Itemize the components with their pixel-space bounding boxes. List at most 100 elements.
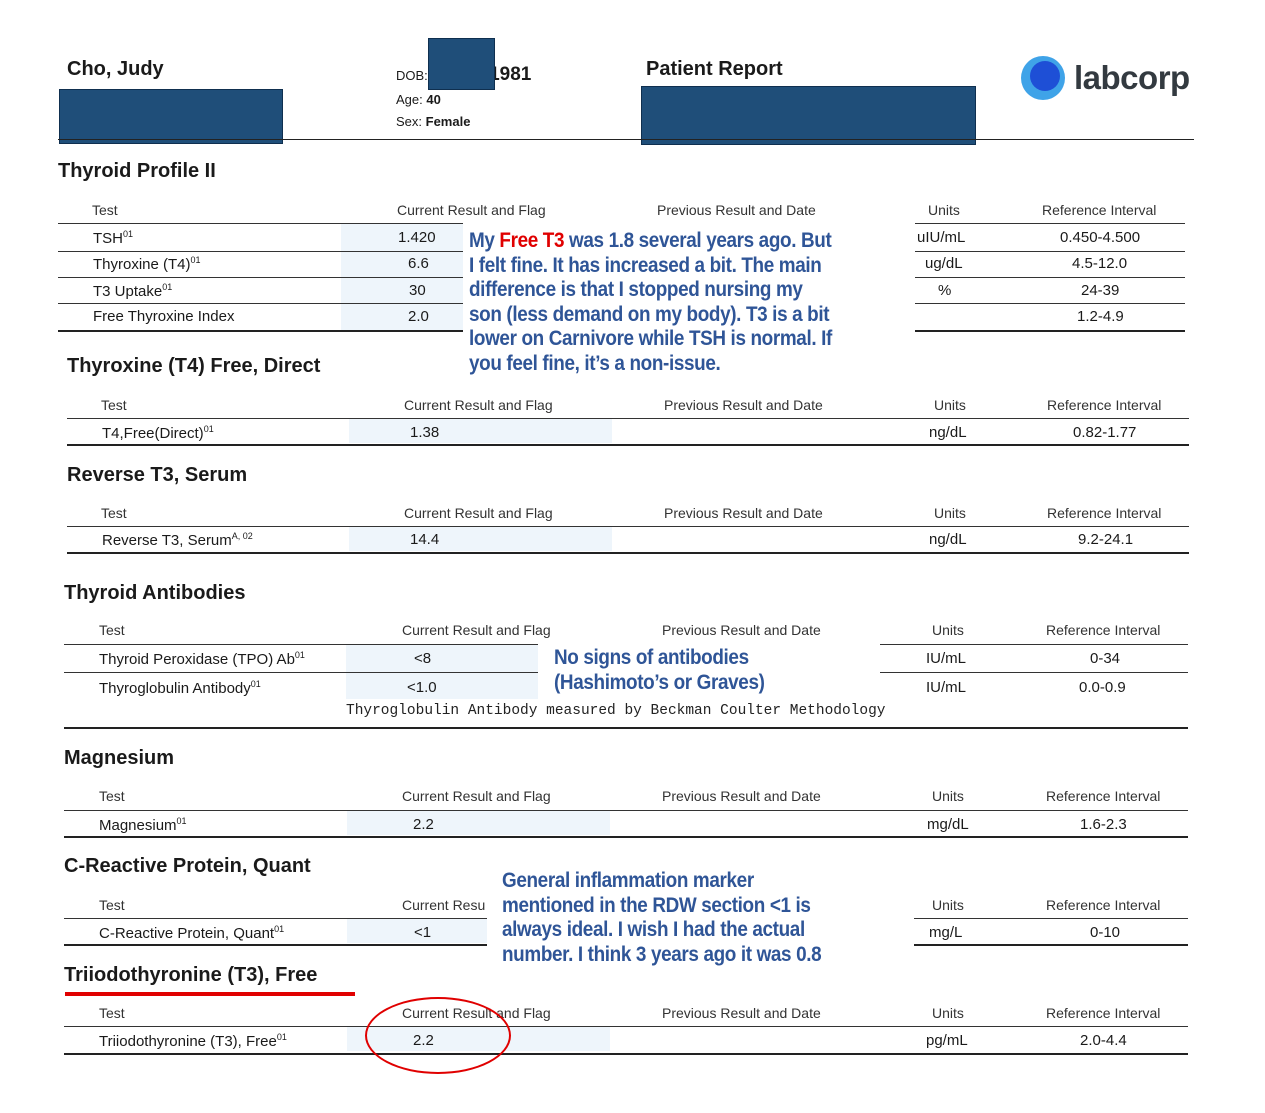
col-header-units: Units <box>932 788 964 804</box>
result-cell-bg <box>347 811 610 835</box>
report-title: Patient Report <box>646 58 783 80</box>
col-header-units: Units <box>932 622 964 638</box>
table-rule <box>58 223 463 224</box>
col-header-current: Current Result and Flag <box>404 397 553 413</box>
col-header-units: Units <box>934 397 966 413</box>
annotation-line: My Free T3 was 1.8 several years ago. Bu… <box>469 229 901 254</box>
footnote-ref: A, 02 <box>231 531 253 541</box>
units-value: IU/mL <box>926 679 967 696</box>
col-header-test: Test <box>99 897 125 913</box>
table-rule <box>880 672 1188 673</box>
table-rule <box>58 251 463 252</box>
table-rule <box>64 1053 1188 1055</box>
table-rule <box>67 552 1189 554</box>
col-header-reference: Reference Interval <box>1046 1005 1161 1021</box>
table-rule <box>64 918 487 919</box>
test-name: C-Reactive Protein, Quant <box>99 925 275 942</box>
test-name: Free Thyroxine Index <box>93 308 235 325</box>
table-rule <box>915 330 1185 332</box>
col-header-test: Test <box>101 397 127 413</box>
dob-year: /1981 <box>483 64 532 85</box>
annotation-line: mentioned in the RDW section <1 is <box>502 893 811 917</box>
test-name: T4,Free(Direct) <box>102 425 204 442</box>
col-header-reference: Reference Interval <box>1042 202 1157 218</box>
table-rule <box>67 418 1189 419</box>
units-value: ug/dL <box>925 255 963 272</box>
reference-value: 24-39 <box>1081 282 1120 299</box>
col-header-test: Test <box>99 788 125 804</box>
sex-value: Female <box>425 114 471 129</box>
annotation-line: difference is that I stopped nursing my <box>469 278 803 301</box>
section-title-t4-free: Thyroxine (T4) Free, Direct <box>67 355 321 377</box>
col-header-reference: Reference Interval <box>1046 788 1161 804</box>
col-header-previous: Previous Result and Date <box>662 1005 821 1021</box>
units-value: mg/L <box>929 924 963 941</box>
annotation-line: lower on Carnivore while TSH is normal. … <box>469 327 832 350</box>
table-row-t3-free: Triiodothyronine (T3), Free01 <box>99 1032 287 1050</box>
section-title-reverse-t3: Reverse T3, Serum <box>67 464 248 486</box>
col-header-units: Units <box>932 897 964 913</box>
col-header-previous: Previous Result and Date <box>664 505 823 521</box>
table-row-t4-free: T4,Free(Direct)01 <box>102 424 214 442</box>
test-name: Magnesium <box>99 817 177 834</box>
result-value: <1 <box>414 924 432 941</box>
table-rule <box>67 526 1189 527</box>
result-value: 1.420 <box>398 229 436 246</box>
table-row-thyroxine: Thyroxine (T4)01 <box>93 255 201 273</box>
units-value: ng/dL <box>929 424 967 441</box>
col-header-reference: Reference Interval <box>1047 397 1162 413</box>
col-header-units: Units <box>928 202 960 218</box>
patient-name: Cho, Judy <box>67 58 164 80</box>
table-row-thyroglobulin: Thyroglobulin Antibody01 <box>99 679 261 697</box>
units-value: pg/mL <box>926 1032 968 1049</box>
table-rule <box>914 944 1188 946</box>
test-name: TSH <box>93 230 123 247</box>
annotation-free-t3-note: My Free T3 was 1.8 several years ago. Bu… <box>469 229 901 376</box>
test-name: T3 Uptake <box>93 283 163 300</box>
col-header-reference: Reference Interval <box>1046 622 1161 638</box>
footnote-ref: 01 <box>203 424 214 434</box>
annotation-antibody-note: No signs of antibodies (Hashimoto’s or G… <box>554 646 824 695</box>
logo-text: labcorp <box>1074 59 1190 96</box>
section-title-antibodies: Thyroid Antibodies <box>64 582 246 604</box>
annotation-line: son (less demand on my body). T3 is a bi… <box>469 302 830 326</box>
footnote-ref: 01 <box>123 229 134 239</box>
result-value: <1.0 <box>407 679 437 696</box>
result-value: 14.4 <box>410 531 440 548</box>
result-cell-bg <box>349 419 612 443</box>
labcorp-logo-icon <box>1021 56 1065 100</box>
table-rule <box>64 1026 1188 1027</box>
col-header-current: Current Result and Flag <box>404 505 553 521</box>
result-value: 2.2 <box>413 816 434 833</box>
table-rule <box>64 944 487 946</box>
col-header-test: Test <box>92 202 118 218</box>
table-rule <box>64 836 1188 838</box>
units-value: mg/dL <box>927 816 969 833</box>
col-header-previous: Previous Result and Date <box>662 788 821 804</box>
annotation-prefix: My <box>469 229 495 252</box>
col-header-previous: Previous Result and Date <box>657 202 816 218</box>
units-value: uIU/mL <box>917 229 966 246</box>
units-value: ng/dL <box>929 531 967 548</box>
reference-value: 9.2-24.1 <box>1078 531 1134 548</box>
table-rule <box>915 223 1185 224</box>
table-row-free-thyroxine-index: Free Thyroxine Index <box>93 308 234 325</box>
table-rule <box>58 277 463 278</box>
annotation-line: always ideal. I wish I had the actual <box>502 918 805 941</box>
result-value: 30 <box>409 282 426 299</box>
annotation-line: you feel fine, it’s a non-issue. <box>469 351 721 375</box>
red-circle-mark <box>365 997 511 1074</box>
redaction-block-address <box>59 89 283 144</box>
method-note: Thyroglobulin Antibody measured by Beckm… <box>346 703 886 719</box>
result-value: 1.38 <box>410 424 440 441</box>
result-cell-bg <box>349 527 612 551</box>
col-header-test: Test <box>99 622 125 638</box>
age-field: Age: 40 <box>396 92 441 107</box>
footnote-ref: 01 <box>162 282 173 292</box>
table-row-magnesium: Magnesium01 <box>99 816 187 834</box>
result-cell-bg <box>347 919 487 943</box>
sex-label: Sex: <box>396 114 423 129</box>
col-header-test: Test <box>99 1005 125 1021</box>
col-header-previous: Previous Result and Date <box>664 397 823 413</box>
test-name: Thyroid Peroxidase (TPO) Ab <box>99 651 295 668</box>
